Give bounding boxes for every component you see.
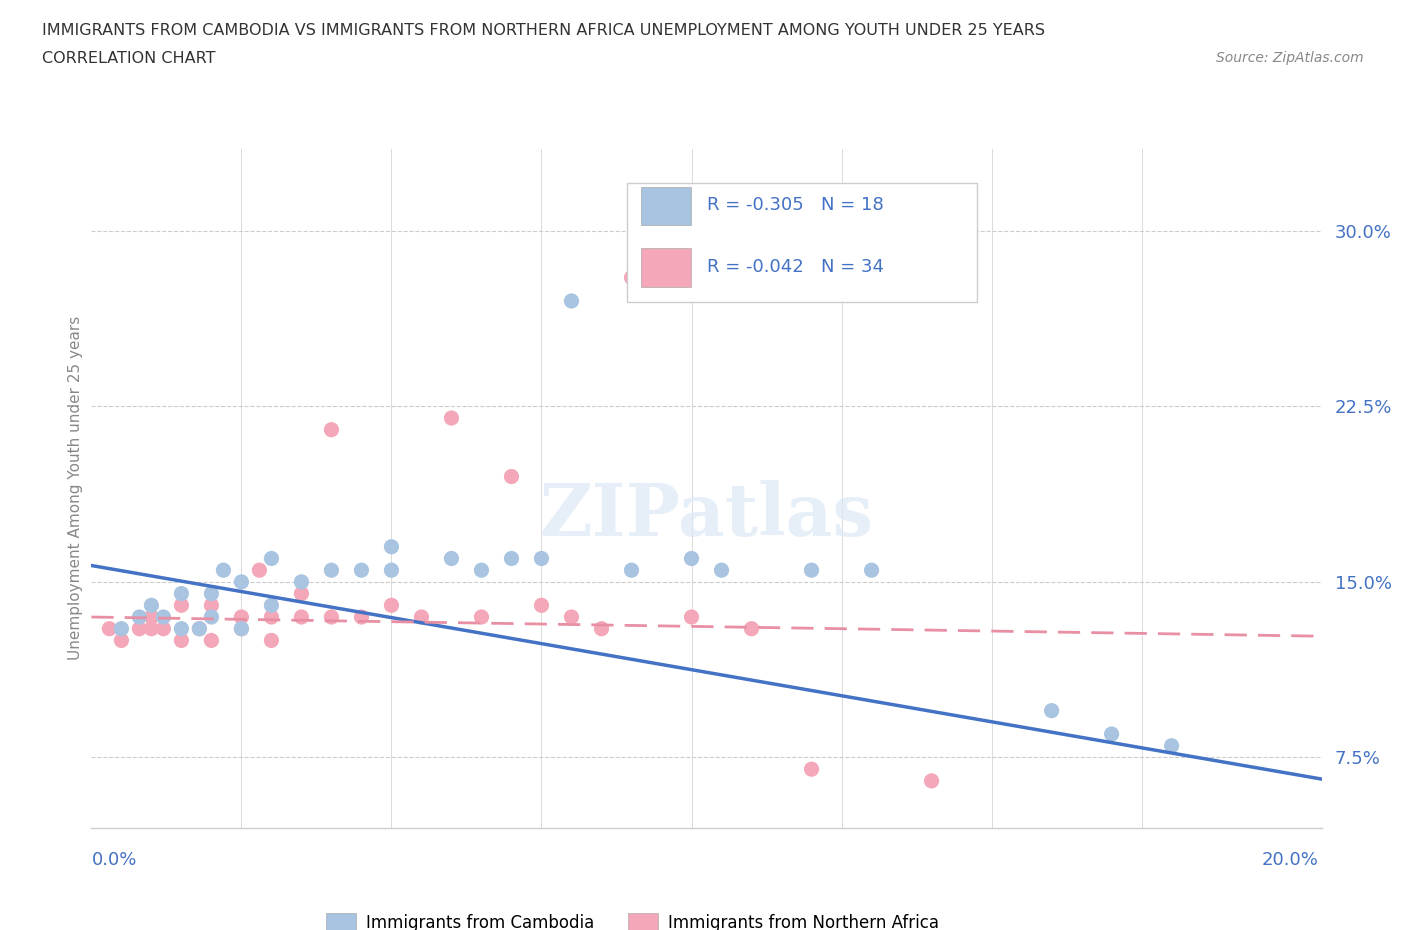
Point — [350, 609, 373, 624]
Point — [470, 563, 492, 578]
Point — [710, 563, 733, 578]
Point — [110, 621, 132, 636]
FancyBboxPatch shape — [627, 182, 977, 301]
Point — [741, 621, 763, 636]
Point — [260, 609, 283, 624]
Point — [860, 563, 883, 578]
Point — [231, 621, 253, 636]
Point — [200, 586, 222, 601]
Text: IMMIGRANTS FROM CAMBODIA VS IMMIGRANTS FROM NORTHERN AFRICA UNEMPLOYMENT AMONG Y: IMMIGRANTS FROM CAMBODIA VS IMMIGRANTS F… — [42, 23, 1045, 38]
Point — [260, 598, 283, 613]
Point — [681, 551, 703, 566]
Point — [620, 563, 643, 578]
Point — [921, 774, 943, 789]
Point — [560, 294, 582, 309]
Point — [260, 551, 283, 566]
Point — [321, 422, 343, 437]
Point — [530, 551, 553, 566]
Point — [188, 621, 211, 636]
Text: 20.0%: 20.0% — [1263, 851, 1319, 870]
Point — [170, 586, 193, 601]
Point — [188, 621, 211, 636]
Text: CORRELATION CHART: CORRELATION CHART — [42, 51, 215, 66]
Text: Source: ZipAtlas.com: Source: ZipAtlas.com — [1216, 51, 1364, 65]
Point — [290, 575, 312, 590]
Point — [1040, 703, 1063, 718]
Point — [530, 598, 553, 613]
Point — [440, 410, 463, 425]
Point — [380, 563, 402, 578]
Point — [1160, 738, 1182, 753]
Point — [152, 621, 174, 636]
Point — [212, 563, 235, 578]
Point — [200, 633, 222, 648]
Point — [200, 598, 222, 613]
Point — [290, 609, 312, 624]
Point — [380, 539, 402, 554]
Y-axis label: Unemployment Among Youth under 25 years: Unemployment Among Youth under 25 years — [67, 316, 83, 660]
Point — [260, 633, 283, 648]
Point — [501, 551, 523, 566]
Point — [170, 598, 193, 613]
Point — [231, 621, 253, 636]
Point — [290, 586, 312, 601]
Point — [141, 609, 163, 624]
Point — [350, 563, 373, 578]
Point — [800, 762, 823, 777]
Text: R = -0.305   N = 18: R = -0.305 N = 18 — [706, 196, 883, 215]
Point — [1101, 726, 1123, 741]
Point — [501, 469, 523, 484]
Point — [560, 609, 582, 624]
Point — [141, 621, 163, 636]
Point — [411, 609, 433, 624]
Point — [249, 563, 271, 578]
FancyBboxPatch shape — [641, 248, 690, 286]
Point — [470, 609, 492, 624]
Point — [591, 621, 613, 636]
Point — [800, 563, 823, 578]
Point — [128, 621, 150, 636]
Point — [152, 609, 174, 624]
Point — [128, 609, 150, 624]
Point — [231, 575, 253, 590]
Point — [321, 609, 343, 624]
Point — [440, 551, 463, 566]
Legend: Immigrants from Cambodia, Immigrants from Northern Africa: Immigrants from Cambodia, Immigrants fro… — [319, 907, 946, 930]
Text: R = -0.042   N = 34: R = -0.042 N = 34 — [706, 258, 883, 276]
Point — [141, 598, 163, 613]
Point — [170, 621, 193, 636]
FancyBboxPatch shape — [641, 187, 690, 225]
Point — [110, 633, 132, 648]
Point — [200, 609, 222, 624]
Point — [321, 563, 343, 578]
Text: 0.0%: 0.0% — [91, 851, 136, 870]
Point — [620, 270, 643, 285]
Point — [380, 598, 402, 613]
Point — [681, 609, 703, 624]
Text: ZIPatlas: ZIPatlas — [540, 480, 873, 551]
Point — [170, 633, 193, 648]
Point — [231, 609, 253, 624]
Point — [98, 621, 121, 636]
